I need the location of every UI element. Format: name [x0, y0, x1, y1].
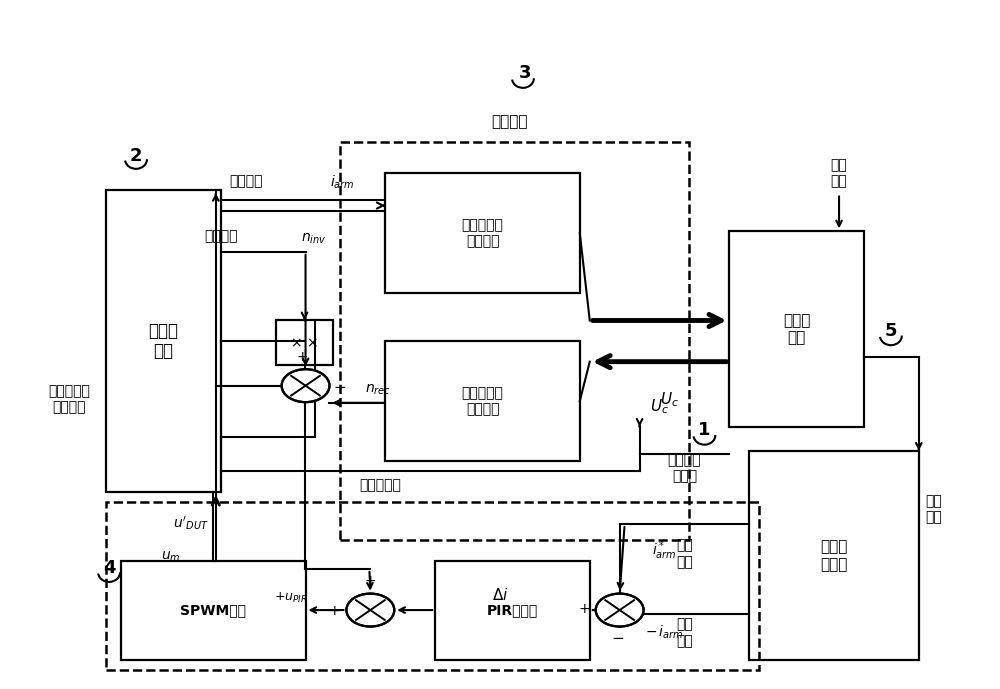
- Bar: [435, 561, 590, 660]
- Text: $n_{rec}$: $n_{rec}$: [365, 382, 391, 397]
- Text: 电流发生器
开关序列: 电流发生器 开关序列: [48, 384, 90, 415]
- Text: $\Delta i$: $\Delta i$: [492, 587, 508, 603]
- Circle shape: [346, 594, 394, 626]
- Text: $i_{arm}$: $i_{arm}$: [330, 174, 355, 191]
- Bar: [121, 561, 306, 660]
- Text: 电流控制器: 电流控制器: [359, 478, 401, 492]
- Circle shape: [596, 594, 644, 626]
- Text: $n_{inv}$: $n_{inv}$: [301, 232, 326, 246]
- Text: +: +: [297, 350, 308, 364]
- Text: +: +: [365, 574, 376, 588]
- Text: $+u_{PIR}$: $+u_{PIR}$: [274, 591, 307, 606]
- Bar: [340, 142, 689, 540]
- Text: −: −: [333, 380, 346, 395]
- Text: 逆变型待测
子模块组: 逆变型待测 子模块组: [462, 218, 503, 248]
- Text: 4: 4: [103, 559, 115, 577]
- Text: 待测对象: 待测对象: [492, 114, 528, 129]
- Text: 2: 2: [130, 147, 142, 165]
- Text: $-\,i_{arm}$: $-\,i_{arm}$: [645, 624, 684, 641]
- Bar: [385, 341, 580, 461]
- Bar: [385, 173, 580, 293]
- Text: +: +: [329, 604, 340, 619]
- Text: 1: 1: [698, 421, 711, 440]
- Text: 参考
电压: 参考 电压: [925, 494, 942, 524]
- Text: 整流型待测
子模块组: 整流型待测 子模块组: [462, 386, 503, 416]
- Text: $U_c$: $U_c$: [650, 397, 669, 415]
- Text: × ×: × ×: [291, 336, 318, 350]
- Text: −: −: [611, 631, 624, 646]
- Text: $i^*_{arm}$: $i^*_{arm}$: [652, 539, 677, 562]
- Text: 桥臂电流: 桥臂电流: [229, 174, 262, 188]
- Bar: [729, 232, 864, 427]
- Text: 投入数目: 投入数目: [291, 380, 324, 394]
- Text: 投入数目: 投入数目: [204, 229, 238, 243]
- Text: 系统参
数模型: 系统参 数模型: [820, 539, 848, 572]
- Text: 3: 3: [519, 65, 531, 83]
- Text: 参考
电流: 参考 电流: [676, 539, 693, 569]
- Bar: [749, 451, 919, 660]
- Text: $u_m$: $u_m$: [161, 550, 181, 564]
- Text: $u'_{DUT}$: $u'_{DUT}$: [173, 514, 209, 532]
- Text: 桥臂
电流: 桥臂 电流: [831, 158, 847, 188]
- Bar: [106, 190, 221, 492]
- Text: $U_c$: $U_c$: [660, 390, 679, 409]
- Text: 桥臂
电流: 桥臂 电流: [676, 617, 693, 648]
- Text: PIR控制器: PIR控制器: [487, 604, 538, 617]
- Text: 5: 5: [885, 322, 897, 340]
- Text: 电流发
生器: 电流发 生器: [148, 322, 178, 360]
- Text: 电压控
制器: 电压控 制器: [783, 313, 810, 345]
- Text: 子模块电
容电压: 子模块电 容电压: [668, 453, 701, 483]
- Text: +: +: [578, 601, 590, 616]
- Bar: [276, 320, 333, 365]
- Text: SPWM调制: SPWM调制: [180, 604, 246, 617]
- Circle shape: [282, 369, 329, 402]
- Bar: [106, 502, 759, 670]
